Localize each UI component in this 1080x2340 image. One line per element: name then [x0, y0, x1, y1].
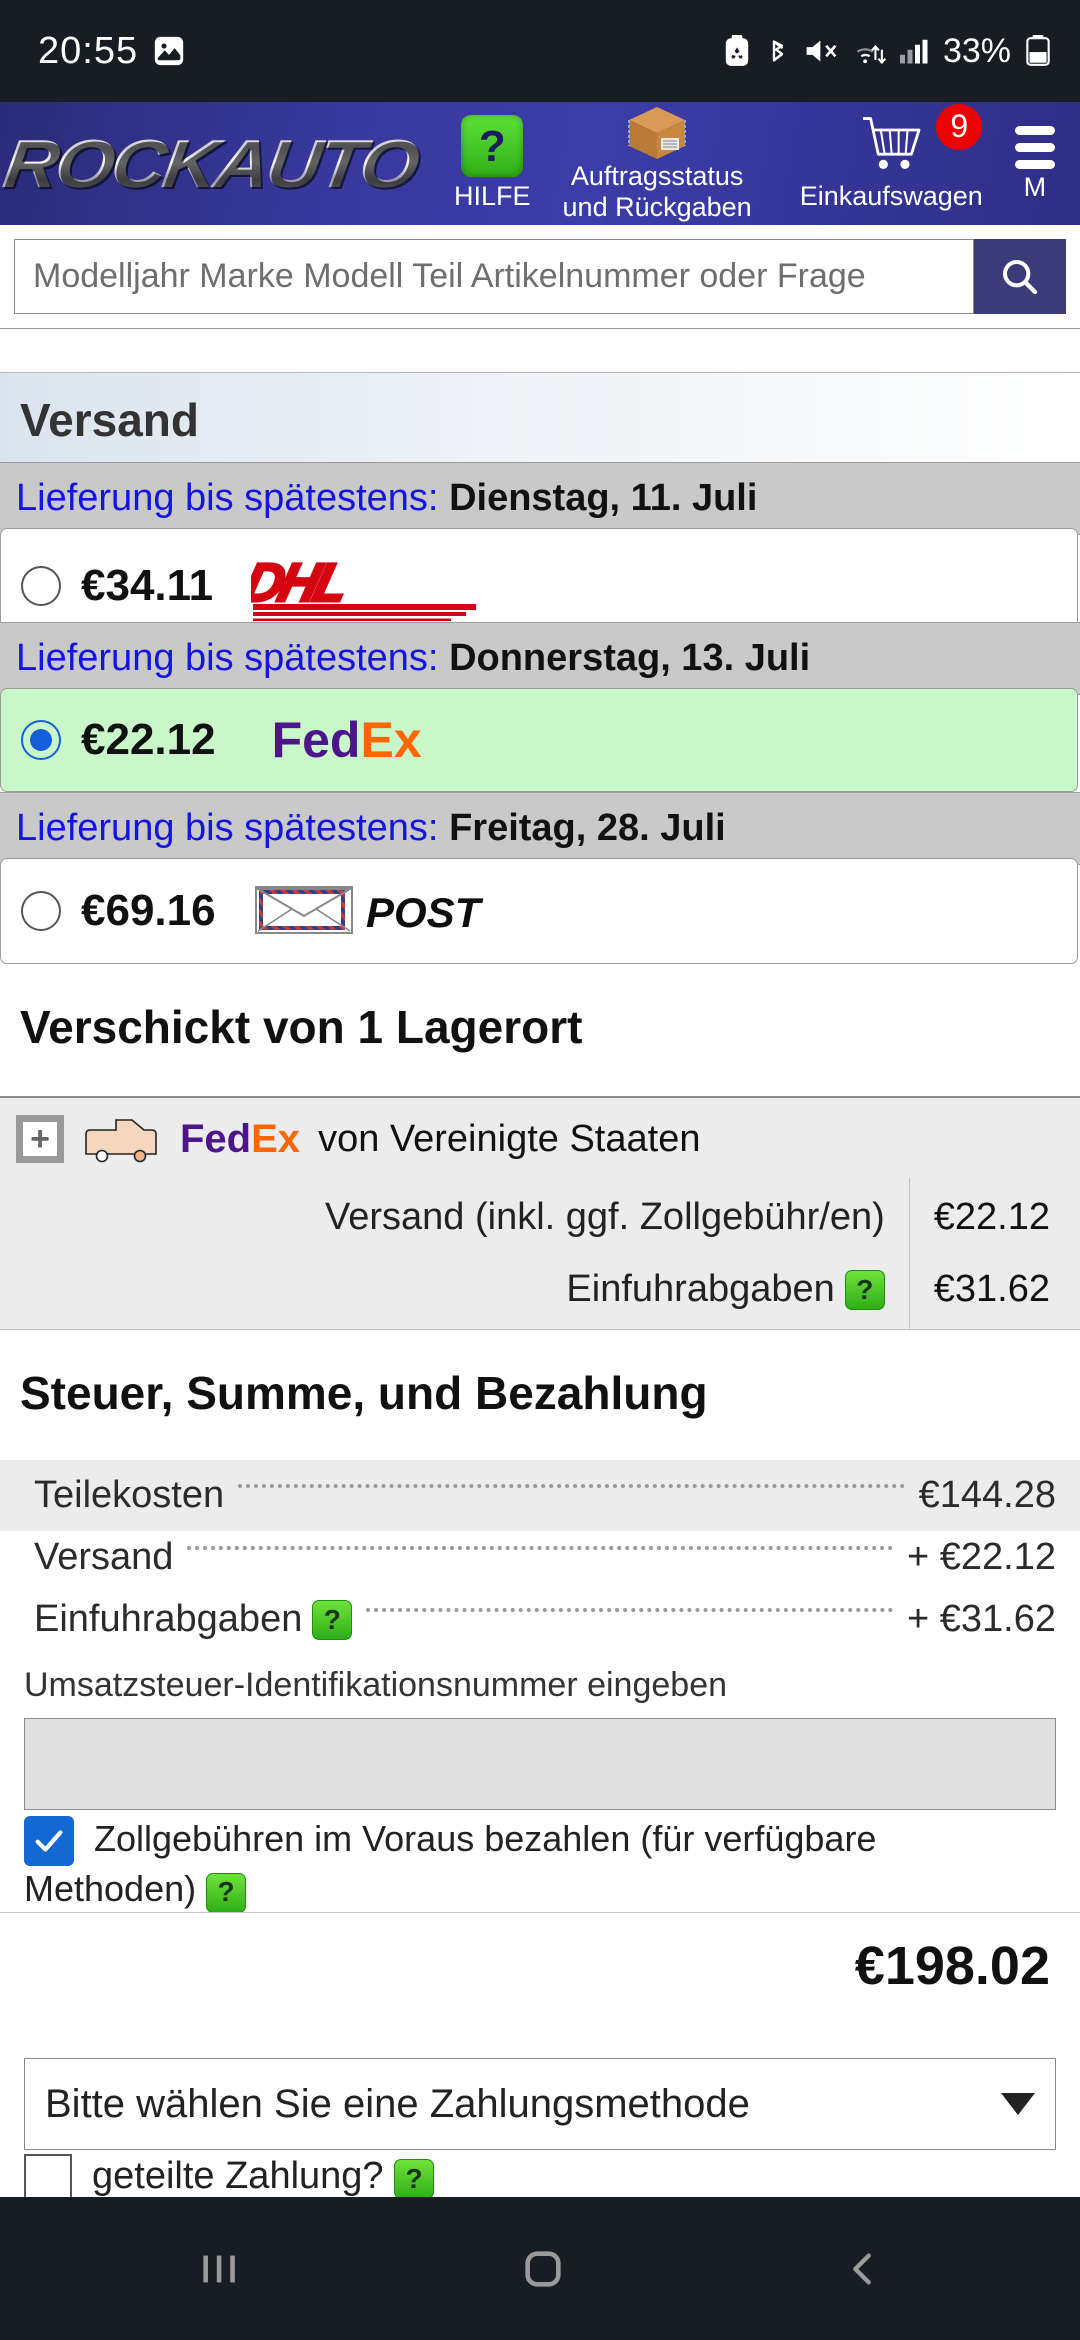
svg-text:POST: POST: [366, 889, 484, 936]
svg-text:DHL: DHL: [251, 552, 353, 613]
